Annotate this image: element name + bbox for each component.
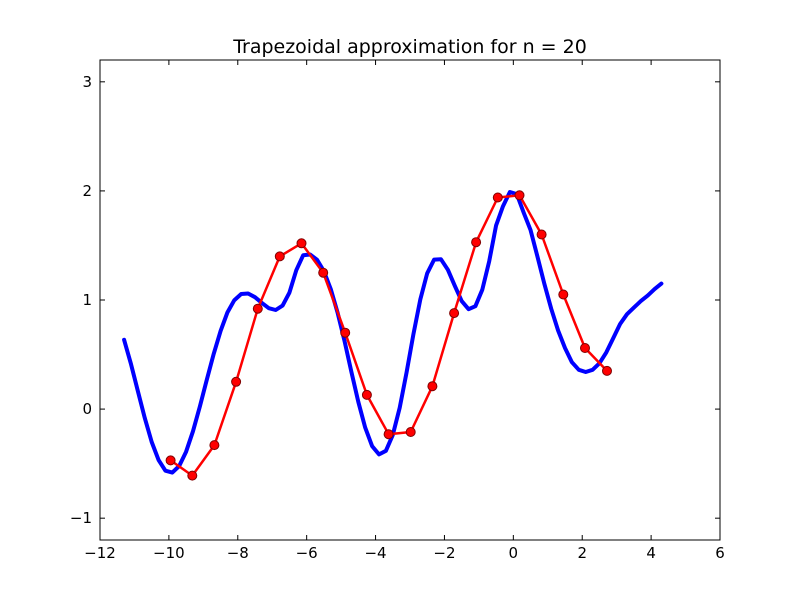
y-tick-label-3: 2 — [82, 182, 92, 200]
trapezoid-point-3 — [231, 376, 242, 387]
x-tick-label-8: 4 — [646, 544, 656, 562]
trapezoid-point-1 — [187, 470, 198, 481]
trapezoid-point-12 — [427, 381, 438, 392]
trapezoid-point-5 — [274, 251, 285, 262]
x-tick-label-9: 6 — [715, 544, 725, 562]
y-tick-label-0: −1 — [70, 509, 92, 527]
x-tick-label-4: −4 — [364, 544, 386, 562]
trapezoid-point-0 — [165, 455, 176, 466]
y-tick-label-2: 1 — [82, 291, 92, 309]
trapezoid-point-13 — [449, 308, 460, 319]
trapezoid-point-15 — [492, 192, 503, 203]
trapezoid-point-20 — [602, 365, 612, 376]
x-tick-label-1: −10 — [153, 544, 185, 562]
trapezoid-point-7 — [318, 267, 329, 278]
trapezoid-point-17 — [536, 229, 547, 240]
trapezoid-point-10 — [383, 429, 394, 440]
x-tick-label-0: −12 — [84, 544, 116, 562]
y-tick-label-4: 3 — [82, 73, 92, 91]
trapezoid-point-14 — [471, 237, 482, 248]
trapezoid-point-18 — [558, 289, 569, 300]
x-tick-label-5: −2 — [433, 544, 455, 562]
trapezoid-point-9 — [361, 389, 372, 400]
trapezoid-point-4 — [252, 303, 263, 314]
trapezoid-point-11 — [405, 427, 416, 437]
x-tick-label-6: 0 — [509, 544, 519, 562]
trapezoid-point-8 — [340, 327, 351, 338]
trapezoid-point-2 — [209, 440, 220, 451]
x-tick-label-3: −6 — [296, 544, 318, 562]
plot-layer — [122, 190, 664, 481]
y-tick-label-1: 0 — [82, 400, 92, 418]
trapezoid-point-16 — [514, 190, 525, 201]
trapezoid-point-6 — [296, 238, 307, 249]
trapezoid-point-19 — [580, 343, 590, 353]
x-tick-label-7: 2 — [577, 544, 587, 562]
x-tick-label-2: −8 — [227, 544, 249, 562]
chart-title: Trapezoidal approximation for n = 20 — [232, 36, 587, 58]
